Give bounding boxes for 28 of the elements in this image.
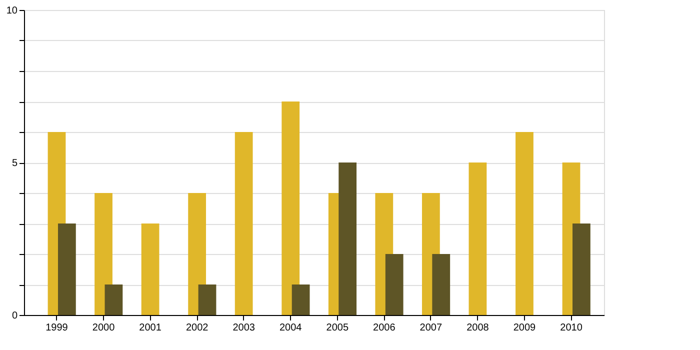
y-tick-label: 0 [12,310,18,322]
x-tick-label: 2006 [373,322,396,334]
bar [282,102,300,315]
x-tick-label: 2005 [326,322,349,334]
x-tick-label: 2008 [466,322,490,334]
x-tick-label: 2007 [420,322,442,334]
x-tick-label: 2001 [139,322,162,334]
y-tick-label: 5 [12,158,18,169]
x-tick-label: 2004 [279,322,302,334]
bar [104,284,123,315]
x-tick-label: 1999 [46,322,68,334]
bar [292,284,310,315]
bar [385,254,404,315]
x-tick-label: 2002 [186,322,209,334]
bar [141,224,160,315]
y-tick-label: 10 [6,6,18,16]
bar [234,132,253,315]
bar [432,254,450,315]
bar [58,224,76,315]
x-tick-label: 2000 [92,322,116,334]
bar [338,162,357,315]
bar [516,132,534,315]
bar [198,284,216,315]
x-tick-label: 2003 [232,322,256,334]
bar [572,224,590,315]
x-tick-label: 2009 [513,322,536,334]
x-tick-label: 2010 [560,322,583,334]
bar [468,162,487,315]
